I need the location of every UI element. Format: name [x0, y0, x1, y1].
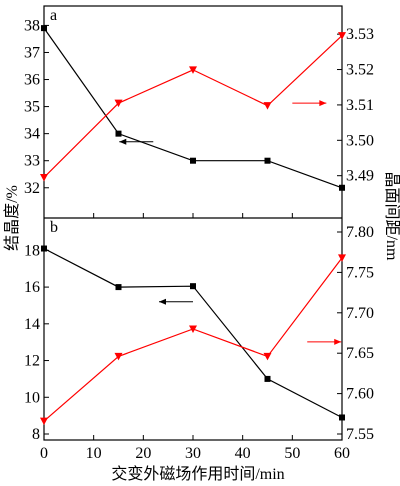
right-y-tick-label: 7.80: [346, 224, 374, 241]
tick-labels: 0 10 20 30 40 50 60 32 33 34 35 36 37 38 3.49 3.50 3.51 3…: [24, 17, 374, 462]
series-layer: [40, 25, 346, 426]
left-y-tick-label: 16: [24, 279, 40, 296]
data-point-triangle: [189, 66, 197, 74]
left-y-tick-label: 35: [24, 99, 40, 116]
right-axis-label: 晶面间距/nm: [383, 172, 400, 261]
x-tick-label: 40: [235, 445, 251, 462]
right-y-tick-label: 7.65: [346, 345, 374, 362]
data-point-square: [41, 245, 47, 252]
x-tick-label: 30: [185, 445, 201, 462]
data-point-triangle: [338, 32, 346, 40]
left-y-tick-label: 8: [32, 426, 40, 443]
series-line-interplanar-spacing: [43, 257, 343, 422]
data-point-square: [339, 184, 345, 191]
panel-labels: ab: [50, 7, 58, 236]
x-tick-label: 10: [86, 445, 102, 462]
data-point-square: [264, 375, 271, 382]
data-point-square: [190, 157, 196, 164]
left-y-tick-label: 34: [24, 126, 40, 143]
left-y-tick-label: 14: [24, 316, 40, 333]
indicator-arrow-head: [159, 298, 166, 305]
data-point-square: [339, 414, 345, 421]
data-point-square: [264, 157, 271, 164]
x-tick-label: 0: [40, 445, 48, 462]
data-point-triangle: [40, 173, 48, 182]
indicator-arrow-head: [319, 100, 327, 107]
right-y-tick-label: 7.75: [346, 264, 374, 281]
right-y-tick-label: 3.53: [346, 26, 374, 43]
left-y-tick-label: 38: [24, 17, 40, 34]
right-y-tick-label: 3.49: [346, 168, 374, 185]
right-y-tick-label: 3.51: [346, 97, 374, 114]
data-point-triangle: [114, 352, 123, 361]
panel-label-a: a: [50, 7, 57, 24]
left-y-tick-label: 12: [24, 353, 40, 370]
data-point-square: [115, 284, 122, 291]
data-point-square: [115, 130, 122, 137]
indicator-arrow-head: [334, 338, 342, 345]
left-y-tick-label: 18: [24, 242, 40, 259]
right-y-tick-label: 7.70: [346, 305, 374, 322]
panel-label-b: b: [50, 219, 58, 236]
right-y-tick-label: 7.60: [346, 386, 374, 403]
right-y-tick-label: 3.52: [346, 62, 374, 79]
left-y-tick-label: 32: [24, 180, 40, 197]
data-point-triangle: [338, 254, 346, 262]
left-y-tick-label: 33: [24, 153, 40, 170]
x-tick-label: 20: [135, 445, 151, 462]
series-line-crystallinity: [43, 247, 343, 419]
indicator-arrows: [119, 100, 342, 345]
data-point-triangle: [114, 99, 123, 108]
data-point-triangle: [263, 102, 272, 110]
series-line-crystallinity: [43, 27, 343, 189]
indicator-arrow-head: [119, 138, 127, 145]
x-tick-label: 60: [334, 445, 350, 462]
data-point-square: [41, 25, 47, 32]
series-line-interplanar-spacing: [43, 35, 343, 178]
left-y-tick-label: 36: [24, 72, 40, 89]
x-tick-label: 50: [284, 445, 300, 462]
right-y-tick-label: 7.55: [346, 426, 374, 443]
left-y-tick-label: 10: [24, 389, 40, 406]
tick-marks: [43, 24, 343, 440]
data-point-triangle: [263, 352, 272, 361]
data-point-square: [190, 283, 196, 290]
left-axis-label: 结晶度/%: [3, 185, 21, 251]
data-point-triangle: [40, 417, 48, 426]
left-y-tick-label: 37: [24, 44, 40, 61]
x-axis-label: 交变外磁场作用时间/min: [111, 465, 284, 483]
right-y-tick-label: 3.50: [346, 132, 374, 149]
data-point-triangle: [189, 325, 197, 333]
